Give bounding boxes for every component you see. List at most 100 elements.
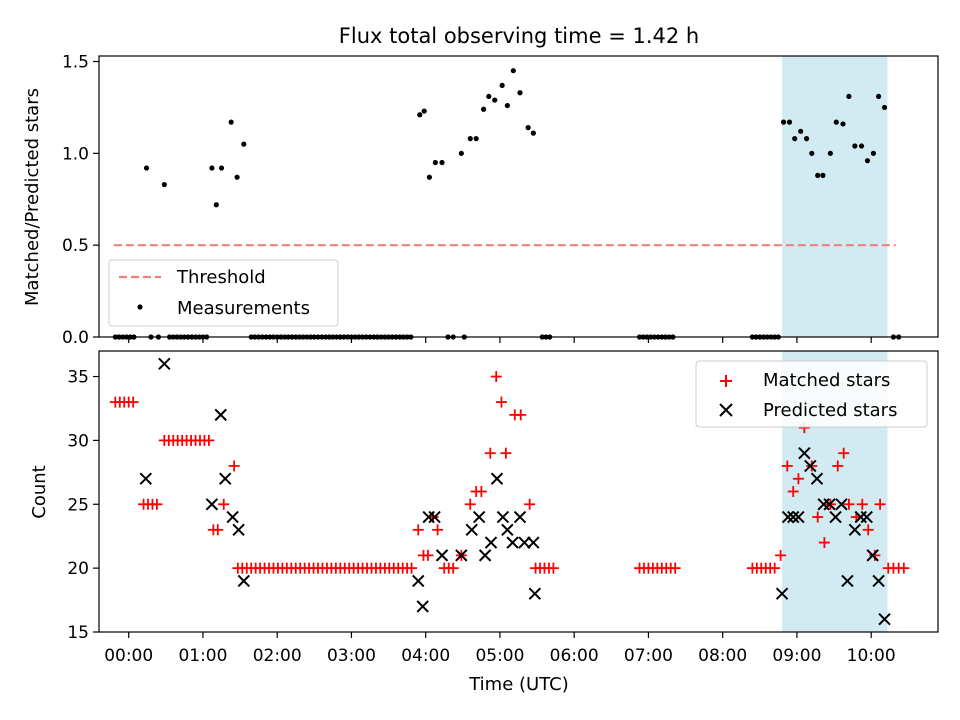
matched-star-point [127, 396, 139, 408]
matched-star-point [412, 524, 424, 536]
matched-legend-label: Matched stars [763, 370, 890, 391]
measurement-point [499, 82, 505, 88]
matched-star-point [515, 409, 527, 421]
bottom-y-axis-label: Count [29, 465, 50, 518]
x-tick-label: 06:00 [550, 646, 599, 666]
predicted-star-point [158, 357, 171, 370]
top-x-ticks [128, 337, 872, 343]
measurement-point [876, 93, 882, 100]
predicted-star-point [835, 498, 848, 511]
measurement-point [458, 150, 464, 156]
predicted-star-point [798, 446, 811, 460]
predicted-star-point [232, 523, 245, 537]
top-y-tick-label: 0.0 [62, 328, 89, 348]
predicted-star-point [139, 472, 152, 485]
measurement-point [517, 90, 523, 96]
measurement-point [803, 136, 810, 142]
matched-star-point [812, 511, 824, 523]
matched-star-point [856, 498, 868, 510]
predicted-star-point [506, 536, 519, 549]
x-tick-label: 02:00 [253, 646, 302, 666]
matched-star-point [475, 486, 487, 497]
matched-star-point [495, 396, 507, 408]
measurement-point [421, 108, 427, 114]
measurement-point [439, 159, 445, 166]
matched-star-point [669, 562, 681, 574]
measurement-point [852, 143, 858, 149]
predicted-star-point [478, 549, 492, 562]
predicted-star-point [416, 600, 429, 613]
top-y-tick-label: 1.0 [62, 144, 89, 164]
measurement-point [846, 93, 852, 100]
measurement-point [209, 165, 215, 171]
predicted-star-point [484, 536, 498, 549]
measurement-point [213, 202, 219, 208]
matched-star-point [212, 524, 224, 536]
top-y-ticks: 0.0 0.5 1.0 1.5 [62, 53, 99, 348]
predicted-star-point [860, 510, 873, 524]
matched-star-point [832, 460, 844, 472]
bottom-panel: 15 20 25 30 35 00:00 01:00 02:00 03:00 04:00 05:0… [29, 350, 939, 695]
measurement-point [432, 159, 438, 166]
predicted-star-point [496, 510, 510, 524]
bottom-y-tick-label: 30 [67, 431, 89, 451]
top-y-tick-label: 0.5 [62, 236, 89, 256]
matched-star-point [432, 524, 444, 536]
bottom-x-ticks: 00:00 01:00 02:00 03:00 04:00 05:00 06:00 07:00… [104, 632, 896, 666]
matched-star-point [781, 460, 793, 472]
top-axes-frame [98, 55, 939, 338]
x-tick-label: 01:00 [178, 646, 227, 666]
bottom-legend-box [695, 360, 928, 428]
predicted-star-point [501, 523, 514, 537]
predicted-star-point [787, 510, 800, 524]
matched-star-point [524, 498, 536, 510]
predicted-star-point [866, 549, 879, 562]
x-tick-label: 08:00 [698, 646, 747, 666]
threshold-legend-label: Threshold [176, 267, 266, 288]
measurement-point [218, 165, 225, 171]
matched-star-point [869, 549, 881, 561]
top-panel: 0.0 0.5 1.0 1.5 Matched/Predicted stars Thr… [22, 53, 939, 348]
top-y-tick-label: 1.5 [62, 53, 89, 73]
x-axis-label: Time (UTC) [468, 674, 569, 695]
measurement-point [510, 68, 516, 74]
predicted-star-point [513, 510, 527, 524]
matched-legend-swatch [720, 375, 732, 387]
measurement-point [786, 119, 793, 125]
predicted-star-point [841, 574, 854, 588]
measurement-point [417, 112, 423, 118]
predicted-star-point [775, 587, 789, 600]
predicted-legend-swatch [719, 403, 733, 417]
predicted-star-point [428, 510, 441, 524]
measurement-point [881, 104, 888, 111]
measurement-point [426, 174, 433, 180]
matched-star-point [203, 434, 215, 446]
measurement-point [143, 165, 150, 171]
top-legend-box [108, 259, 339, 327]
bottom-y-ticks: 15 20 25 30 35 [67, 368, 99, 643]
matched-star-point [818, 537, 830, 549]
measurement-point [827, 150, 833, 156]
measurement-point [870, 150, 877, 156]
predicted-star-point [829, 510, 842, 524]
predicted-star-point [435, 549, 449, 562]
bottom-legend: Matched stars Predicted stars [695, 360, 928, 428]
count-points [109, 357, 910, 626]
measurement-point [481, 106, 487, 112]
bottom-y-tick-label: 25 [67, 495, 89, 515]
figure-title: Flux total observing time = 1.42 h [339, 24, 699, 48]
matched-star-point [787, 486, 799, 497]
top-legend: Threshold Measurements [108, 259, 339, 327]
top-highlight-band [782, 56, 888, 337]
x-tick-label: 03:00 [327, 646, 376, 666]
predicted-star-point [472, 510, 486, 524]
measurement-point [241, 141, 247, 147]
x-tick-label: 10:00 [847, 646, 896, 666]
predicted-star-point [490, 472, 504, 485]
matched-star-point [769, 562, 781, 574]
predicted-star-point [804, 459, 817, 473]
predicted-star-point [237, 574, 250, 588]
matched-star-point [838, 447, 850, 459]
measurement-point [530, 130, 536, 136]
bottom-y-tick-label: 35 [67, 368, 89, 388]
